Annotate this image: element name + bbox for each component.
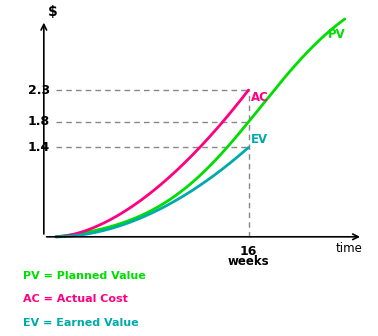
- Text: PV = Planned Value: PV = Planned Value: [23, 271, 146, 281]
- Text: AC: AC: [251, 91, 269, 104]
- Text: AC = Actual Cost: AC = Actual Cost: [23, 294, 127, 304]
- Text: 16: 16: [240, 245, 257, 258]
- Text: 1.8: 1.8: [28, 116, 50, 128]
- Text: weeks: weeks: [228, 255, 269, 268]
- Text: 2.3: 2.3: [28, 84, 50, 96]
- Text: EV: EV: [251, 133, 268, 146]
- Text: PV: PV: [328, 28, 345, 41]
- Text: 1.4: 1.4: [28, 141, 50, 154]
- Text: time: time: [336, 242, 363, 255]
- Text: $: $: [47, 5, 57, 18]
- Text: EV = Earned Value: EV = Earned Value: [23, 318, 138, 328]
